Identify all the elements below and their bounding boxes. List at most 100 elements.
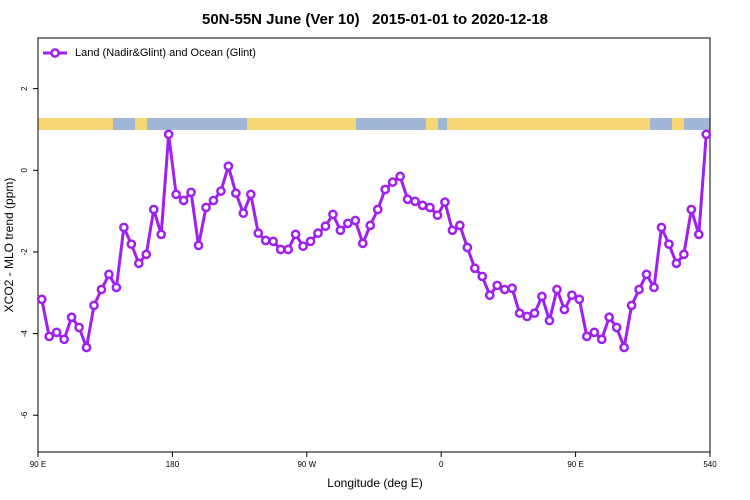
data-point [260,235,271,246]
land-band [447,118,650,130]
data-point [163,129,174,140]
data-point [171,189,181,200]
data-point [649,282,659,293]
data-point [559,304,570,315]
data-point [313,228,323,239]
y-tick-label: 2 [20,86,29,91]
data-point [290,229,301,240]
x-axis-label: Longitude (deg E) [327,476,422,490]
data-point [343,218,353,229]
data-point [96,284,107,295]
legend-swatch [50,48,60,58]
data-point [320,221,331,232]
land-ocean-band [38,118,710,130]
data-point [492,280,503,291]
data-point [119,222,129,233]
data-point [372,204,383,215]
data-point [298,241,308,252]
data-point [507,283,517,294]
data-point [245,189,256,200]
y-tick-label: -4 [20,329,29,337]
data-point [529,308,540,319]
data-point [537,291,547,302]
y-tick-label: 0 [20,168,29,173]
data-point [469,263,480,274]
data-point [425,202,435,213]
data-point [604,312,615,323]
data-point [701,129,712,140]
data-point [357,238,368,249]
data-point [335,225,346,236]
data-point [148,204,159,215]
data-point [477,271,488,282]
data-point [619,342,629,353]
data-point [104,269,114,280]
data-point [522,311,532,322]
y-tick-label: -2 [20,248,29,256]
data-point [178,195,189,206]
data-point [455,220,465,231]
land-band [672,118,684,130]
x-tick-label: 90 W [297,460,316,469]
data-point [544,315,555,326]
data-point [51,327,62,338]
data-point [126,239,137,250]
x-tick-label: 90 E [567,460,583,469]
data-point [36,294,47,305]
data-point [223,161,234,172]
data-point [484,290,495,301]
data-point [193,240,204,251]
data-point [238,208,249,219]
data-point [447,225,458,236]
data-point [380,184,391,195]
plot-frame [37,37,711,453]
data-point [686,204,697,215]
data-point [283,244,293,255]
data-point [611,322,622,333]
data-point [656,222,667,233]
data-point [328,209,338,220]
y-tick-label: -6 [20,411,29,419]
data-point [133,258,144,269]
data-point [231,188,241,198]
data-point [89,300,99,311]
data-point [402,194,413,205]
data-point [156,229,167,240]
data-point [44,331,55,342]
land-band [247,118,356,130]
data-point [111,282,122,293]
data-point [664,239,674,250]
data-point [567,290,577,301]
data-point [641,269,652,280]
data-point [305,236,316,247]
data-point [671,258,682,269]
data-point [596,334,607,345]
land-band [135,118,147,130]
data-point [74,322,84,333]
data-point [275,244,286,255]
data-point [59,334,69,345]
data-point [81,342,92,353]
data-point [201,202,211,213]
data-point [589,327,600,338]
chart-title: 50N-55N June (Ver 10) 2015-01-01 to 2020… [202,11,548,28]
land-band [38,118,113,130]
data-point [208,195,219,206]
x-tick-label: 0 [439,460,444,469]
data-point [440,197,450,207]
land-band [426,118,438,130]
data-point [186,187,196,198]
data-point [417,200,428,211]
x-tick-label: 90 E [30,460,46,469]
data-point [432,210,443,221]
data-point [462,242,473,253]
data-point [693,229,704,240]
data-point [634,284,644,295]
data-point [141,249,152,260]
data-point [514,308,525,319]
x-tick-label: 540 [703,460,717,469]
data-point [387,177,398,187]
data-point [365,220,376,231]
